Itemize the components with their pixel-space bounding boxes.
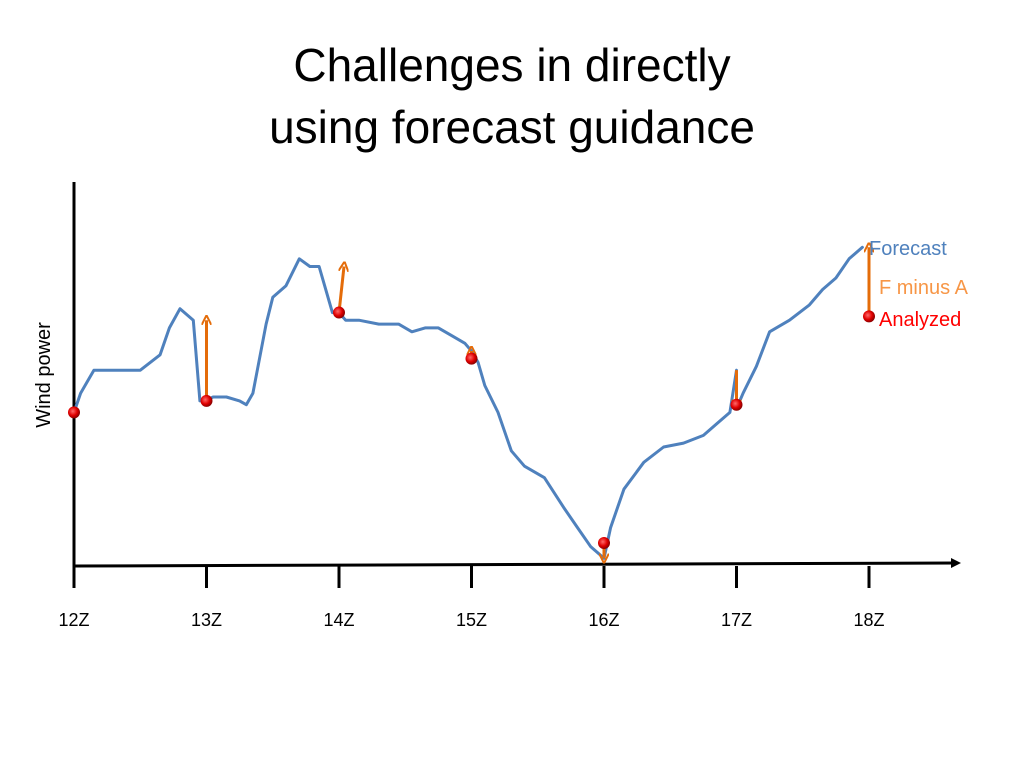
- title-line-1: Challenges in directly: [293, 39, 731, 91]
- x-tick-label-16z: 16Z: [588, 610, 619, 630]
- x-tick-label-17z: 17Z: [721, 610, 752, 630]
- x-axis-line: [73, 558, 961, 569]
- x-tick-label-13z: 13Z: [191, 610, 222, 630]
- f-minus-a-arrow-14z: [337, 266, 344, 313]
- x-tick-label-14z: 14Z: [323, 610, 354, 630]
- forecast-line-group: [72, 245, 864, 560]
- analyzed-points: [68, 306, 875, 549]
- forecast-line-segment-1: [72, 245, 864, 560]
- x-tick-labels: 12Z 13Z 14Z 15Z 16Z 17Z 18Z: [58, 610, 884, 630]
- title-line-2: using forecast guidance: [269, 101, 755, 153]
- x-tick-label-18z: 18Z: [853, 610, 884, 630]
- analyzed-point-14z: [333, 306, 345, 319]
- analyzed-point-18z: [863, 310, 875, 323]
- legend-item-f-minus-a: F minus A: [879, 277, 969, 299]
- analyzed-point-13z: [200, 394, 213, 407]
- legend-item-analyzed: Analyzed: [879, 309, 961, 331]
- legend: Forecast F minus A Analyzed: [869, 238, 969, 331]
- slide-title: Challenges in directly using forecast gu…: [0, 34, 1024, 158]
- analyzed-point-17z: [730, 398, 743, 411]
- f-minus-a-arrows: [207, 247, 870, 558]
- analyzed-point-16z: [598, 536, 610, 549]
- analyzed-point-12z: [68, 406, 80, 419]
- x-tick-label-12z: 12Z: [58, 610, 89, 630]
- legend-item-forecast: Forecast: [869, 238, 947, 260]
- y-axis-label: Wind power: [33, 322, 55, 428]
- x-tick-label-15z: 15Z: [456, 610, 487, 630]
- x-tick-marks: [72, 566, 871, 588]
- analyzed-point-15z: [465, 352, 478, 365]
